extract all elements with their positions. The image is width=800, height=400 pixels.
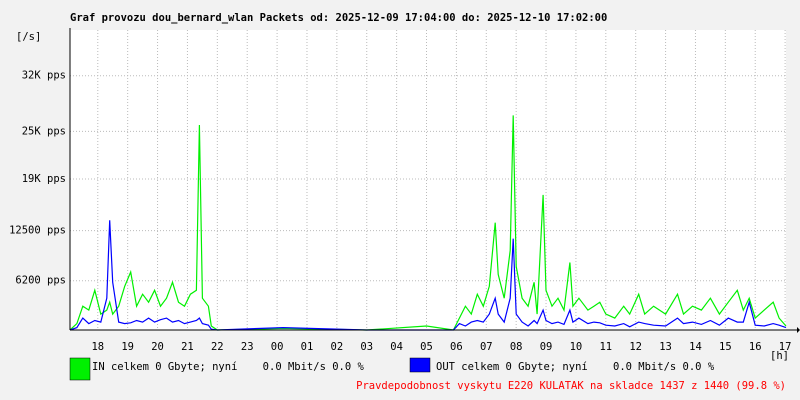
x-tick-label: 22 — [211, 341, 224, 353]
x-tick-label: 12 — [629, 341, 642, 353]
x-tick-label: 10 — [570, 341, 583, 353]
y-axis-label: [/s] — [16, 31, 41, 43]
x-tick-label: 23 — [241, 341, 254, 353]
x-tick-label: 08 — [510, 341, 523, 353]
x-tick-label: 17 — [779, 341, 792, 353]
series-line — [69, 220, 787, 331]
x-tick-label: 00 — [271, 341, 284, 353]
x-tick-label: 04 — [390, 341, 403, 353]
x-tick-label: 01 — [301, 341, 314, 353]
legend-swatch — [69, 357, 91, 381]
chart-title: Graf provozu dou_bernard_wlan Packets od… — [70, 12, 607, 24]
x-tick-label: 05 — [420, 341, 433, 353]
y-tick-label: 25K pps — [22, 125, 66, 137]
x-tick-label: 02 — [331, 341, 344, 353]
footer-note: Pravdepodobnost vyskytu E220 KULATAK na … — [356, 380, 786, 392]
grid — [70, 30, 786, 330]
x-tick-label: 14 — [689, 341, 702, 353]
legend-swatch — [409, 357, 431, 373]
legend-label: IN celkem 0 Gbyte; nyní 0.0 Mbit/s 0.0 % — [92, 361, 365, 373]
axis-arrow — [797, 327, 800, 333]
x-tick-label: 07 — [480, 341, 493, 353]
plot-area — [70, 30, 786, 330]
x-tick-label: 03 — [360, 341, 373, 353]
x-tick-label: 21 — [181, 341, 194, 353]
y-tick-label: 12500 pps — [9, 225, 66, 237]
x-tick-label: 09 — [540, 341, 553, 353]
y-tick-label: 19K pps — [22, 173, 66, 185]
legend-label: OUT celkem 0 Gbyte; nyní 0.0 Mbit/s 0.0 … — [436, 361, 715, 373]
x-tick-label: 15 — [719, 341, 732, 353]
x-tick-label: 16 — [749, 341, 762, 353]
y-tick-label: 6200 pps — [15, 275, 66, 287]
y-tick-label: 32K pps — [22, 70, 66, 82]
series-lines — [69, 115, 787, 331]
x-tick-label: 20 — [151, 341, 164, 353]
x-tick-label: 11 — [599, 341, 612, 353]
x-tick-label: 19 — [121, 341, 134, 353]
x-tick-label: 13 — [659, 341, 672, 353]
x-tick-label: 18 — [91, 341, 104, 353]
x-tick-label: 06 — [450, 341, 463, 353]
series-line — [69, 115, 787, 331]
x-axis-label: [h] — [770, 350, 789, 362]
